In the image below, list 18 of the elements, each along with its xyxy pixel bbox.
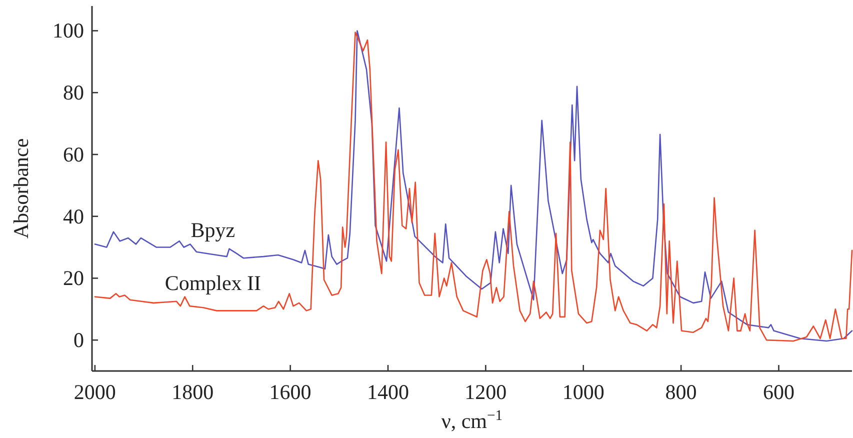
y-tick-label: 20 (63, 266, 84, 290)
y-axis-title: Absorbance (9, 138, 33, 239)
y-tick-label: 40 (63, 204, 84, 228)
y-tick-label: 0 (74, 328, 84, 352)
x-axis-title: ν, cm$^{−1}$ (441, 408, 503, 433)
x-tick-label: 600 (762, 380, 794, 404)
y-tick-label: 60 (63, 142, 84, 166)
x-tick-label: 1400 (366, 380, 409, 404)
y-tick-label: 100 (52, 18, 84, 43)
series-label: Bpyz (190, 218, 236, 242)
x-tick-label: 1800 (172, 380, 214, 404)
y-tick-label: 80 (63, 80, 84, 105)
x-tick-label: 1200 (464, 380, 507, 404)
x-tick-label: 800 (665, 380, 697, 404)
x-tick-label: 2000 (74, 380, 116, 404)
series-label: Complex II (164, 270, 262, 295)
x-tick-label: 1600 (269, 380, 312, 404)
x-tick-label: 1000 (562, 380, 604, 404)
